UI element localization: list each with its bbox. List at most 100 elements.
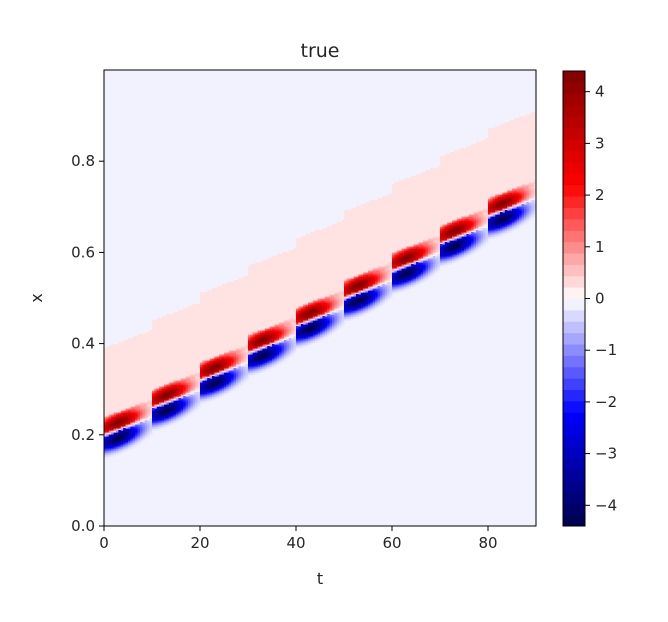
heatmap-cell bbox=[171, 370, 175, 373]
heatmap-cell bbox=[190, 312, 194, 315]
heatmap-cell bbox=[204, 334, 208, 337]
heatmap-cell bbox=[154, 380, 158, 383]
heatmap-cell bbox=[130, 392, 134, 395]
heatmap-cell bbox=[185, 332, 189, 335]
heatmap-cell bbox=[171, 330, 175, 333]
heatmap-cell bbox=[154, 390, 158, 393]
heatmap-cell bbox=[173, 384, 177, 387]
heatmap-cell bbox=[176, 346, 179, 349]
heatmap-cell bbox=[142, 416, 146, 419]
heatmap-cell bbox=[147, 346, 151, 349]
heatmap-cell bbox=[116, 434, 119, 437]
heatmap-cell bbox=[137, 436, 141, 439]
heatmap-cell bbox=[171, 354, 175, 357]
heatmap-cell bbox=[209, 378, 213, 381]
heatmap-cell bbox=[197, 364, 201, 367]
heatmap-cell bbox=[212, 292, 215, 295]
heatmap-cell bbox=[142, 364, 146, 367]
heatmap-cell bbox=[135, 344, 139, 347]
heatmap-cell bbox=[154, 414, 158, 417]
heatmap-cell bbox=[173, 382, 177, 385]
heatmap-cell bbox=[190, 326, 194, 329]
heatmap-cell bbox=[152, 402, 155, 405]
heatmap-cell bbox=[137, 394, 141, 397]
heatmap-cell bbox=[116, 362, 119, 365]
heatmap-cell bbox=[108, 364, 112, 367]
heatmap-cell bbox=[137, 370, 141, 373]
heatmap-cell bbox=[178, 368, 182, 371]
heatmap-cell bbox=[140, 410, 143, 413]
heatmap-cell bbox=[176, 354, 179, 357]
heatmap-cell bbox=[197, 306, 201, 309]
heatmap-cell bbox=[118, 416, 122, 419]
heatmap-cell bbox=[161, 362, 165, 365]
heatmap-cell bbox=[164, 340, 167, 343]
heatmap-cell bbox=[135, 374, 139, 377]
heatmap-cell bbox=[140, 356, 143, 359]
heatmap-cell bbox=[183, 354, 187, 357]
heatmap-cell bbox=[202, 322, 206, 325]
heatmap-cell bbox=[161, 320, 165, 323]
heatmap-cell bbox=[144, 416, 148, 419]
heatmap-cell bbox=[113, 374, 117, 377]
heatmap-cell bbox=[152, 416, 155, 419]
plot-area bbox=[104, 70, 536, 526]
heatmap-cell bbox=[159, 386, 163, 389]
heatmap-cell bbox=[123, 376, 127, 379]
heatmap-cell bbox=[161, 424, 165, 427]
heatmap-cell bbox=[180, 392, 184, 395]
heatmap-cell bbox=[207, 364, 211, 367]
heatmap-cell bbox=[135, 370, 139, 373]
heatmap-cell bbox=[190, 332, 194, 335]
heatmap-cell bbox=[123, 450, 127, 453]
heatmap-cell bbox=[212, 368, 215, 371]
heatmap-cell bbox=[164, 330, 167, 333]
heatmap-cell bbox=[207, 292, 211, 295]
heatmap-cell bbox=[176, 398, 179, 401]
heatmap-cell bbox=[147, 406, 151, 409]
heatmap-cell bbox=[212, 322, 215, 325]
heatmap-cell bbox=[120, 396, 124, 399]
heatmap-cell bbox=[173, 394, 177, 397]
heatmap-cell bbox=[123, 404, 127, 407]
heatmap-cell bbox=[161, 370, 165, 373]
heatmap-cell bbox=[159, 368, 163, 371]
heatmap-cell bbox=[207, 320, 211, 323]
heatmap-cell bbox=[195, 322, 199, 325]
heatmap-cell bbox=[108, 448, 112, 451]
heatmap-cell bbox=[212, 378, 215, 381]
heatmap-cell bbox=[108, 438, 112, 441]
heatmap-cell bbox=[161, 364, 165, 367]
heatmap-cell bbox=[156, 372, 160, 375]
heatmap-cell bbox=[123, 344, 127, 347]
heatmap-cell bbox=[180, 320, 184, 323]
heatmap-cell bbox=[144, 406, 148, 409]
heatmap-cell bbox=[195, 396, 199, 399]
heatmap-cell bbox=[123, 382, 127, 385]
heatmap-cell bbox=[214, 390, 218, 393]
heatmap-cell bbox=[142, 432, 146, 435]
heatmap-cell bbox=[207, 372, 211, 375]
heatmap-cell bbox=[188, 380, 191, 383]
heatmap-cell bbox=[156, 376, 160, 379]
heatmap-cell bbox=[192, 350, 196, 353]
heatmap-cell bbox=[108, 372, 112, 375]
heatmap-cell bbox=[123, 442, 127, 445]
heatmap-cell bbox=[152, 430, 155, 433]
heatmap-cell bbox=[200, 326, 203, 329]
heatmap-cell bbox=[200, 374, 203, 377]
heatmap-cell bbox=[147, 388, 151, 391]
heatmap-cell bbox=[135, 422, 139, 425]
heatmap-cell bbox=[192, 312, 196, 315]
heatmap-cell bbox=[216, 364, 220, 367]
heatmap-cell bbox=[128, 408, 131, 411]
heatmap-cell bbox=[166, 424, 170, 427]
heatmap-cell bbox=[113, 426, 117, 429]
heatmap-cell bbox=[185, 328, 189, 331]
heatmap-cell bbox=[204, 348, 208, 351]
heatmap-cell bbox=[216, 326, 220, 329]
heatmap-cell bbox=[168, 360, 172, 363]
heatmap-cell bbox=[137, 346, 141, 349]
heatmap-cell bbox=[183, 350, 187, 353]
heatmap-cell bbox=[142, 382, 146, 385]
